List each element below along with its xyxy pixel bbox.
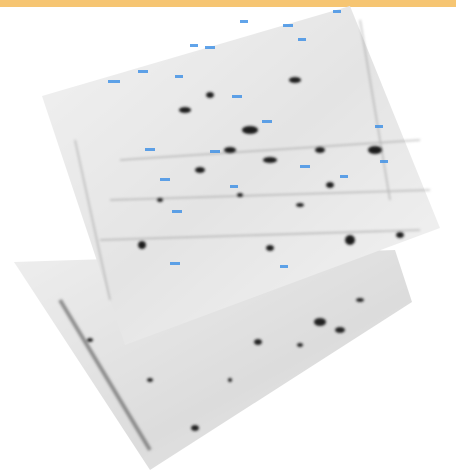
- top-bar: [0, 0, 456, 7]
- upper-gel: [42, 6, 440, 345]
